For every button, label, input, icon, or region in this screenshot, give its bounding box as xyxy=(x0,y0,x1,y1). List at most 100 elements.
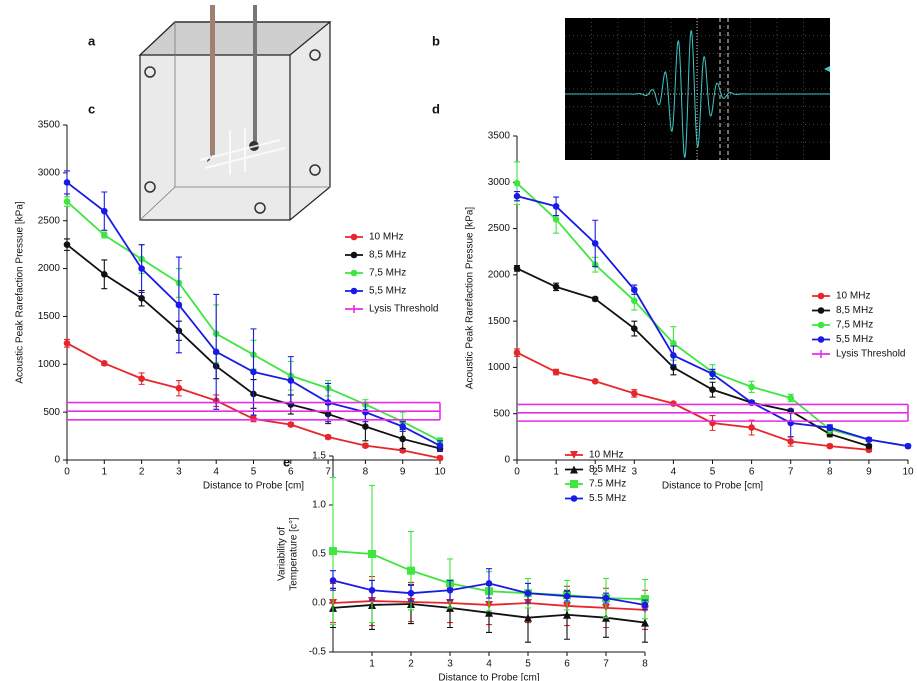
marker xyxy=(631,325,638,332)
marker xyxy=(631,390,638,397)
marker xyxy=(563,592,571,600)
marker xyxy=(787,394,794,402)
marker xyxy=(513,265,521,272)
marker xyxy=(670,340,677,347)
x-tick-label: 4 xyxy=(486,659,492,670)
marker xyxy=(670,400,677,407)
marker xyxy=(407,589,415,597)
x-tick-label: 7 xyxy=(325,467,331,478)
marker xyxy=(748,424,755,431)
x-axis-label: Distance to Probe [cm] xyxy=(203,481,304,492)
marker xyxy=(513,192,521,200)
x-tick-label: 9 xyxy=(866,467,872,478)
x-tick-label: 4 xyxy=(671,467,677,478)
marker xyxy=(446,586,454,594)
marker xyxy=(513,179,521,187)
marker xyxy=(287,377,295,384)
y-tick-label: 3500 xyxy=(488,131,511,142)
marker xyxy=(826,424,834,431)
y-tick-label: 2500 xyxy=(38,215,61,226)
marker xyxy=(350,287,358,295)
marker xyxy=(631,297,638,305)
tank-illustration xyxy=(138,5,332,221)
legend-label: 8,5 MHz xyxy=(836,305,873,316)
marker xyxy=(570,465,578,474)
marker xyxy=(631,286,638,293)
y-tick-label: 0 xyxy=(504,455,510,466)
oscilloscope-illustration xyxy=(565,18,830,160)
y-tick-label: 2000 xyxy=(488,269,511,280)
marker xyxy=(817,307,825,314)
x-tick-label: 1 xyxy=(102,467,108,478)
marker xyxy=(485,580,493,587)
y-tick-label: 1500 xyxy=(38,311,61,322)
x-tick-label: 4 xyxy=(213,467,219,478)
marker xyxy=(552,216,560,223)
y-tick-label: 3500 xyxy=(38,120,61,131)
marker xyxy=(904,442,912,450)
marker xyxy=(641,595,649,604)
marker xyxy=(407,566,415,575)
marker xyxy=(865,442,873,450)
marker xyxy=(826,430,834,438)
marker xyxy=(563,610,571,619)
y-axis-label: Acoustic Peak Rarefaction Pressue [kPa] xyxy=(465,207,476,390)
marker xyxy=(436,442,444,449)
x-tick-label: 5 xyxy=(251,467,257,478)
marker xyxy=(709,386,716,393)
marker xyxy=(591,378,599,385)
legend-label: 8.5 MHz xyxy=(589,464,626,475)
y-tick-label: 0.5 xyxy=(312,549,326,560)
y-tick-label: -0.5 xyxy=(309,647,327,658)
x-tick-label: 2 xyxy=(408,659,414,670)
x-tick-label: 8 xyxy=(827,467,833,478)
marker xyxy=(641,618,649,627)
series-line xyxy=(516,351,869,451)
y-tick-label: 500 xyxy=(43,407,60,418)
y-tick-label: 1.5 xyxy=(312,451,326,462)
marker xyxy=(368,550,376,558)
marker xyxy=(350,233,358,241)
y-axis-label: Acoustic Peak Rarefaction Pressue [kPa] xyxy=(15,201,26,384)
marker xyxy=(570,495,578,502)
x-tick-label: 10 xyxy=(434,467,446,478)
marker xyxy=(787,438,794,445)
y-tick-label: 2500 xyxy=(488,223,511,234)
x-tick-label: 2 xyxy=(592,467,598,478)
marker xyxy=(368,586,376,594)
marker xyxy=(101,271,108,278)
illustrations xyxy=(138,5,830,221)
marker xyxy=(826,442,834,450)
y-tick-label: 2000 xyxy=(38,263,61,274)
marker xyxy=(513,349,521,356)
x-tick-label: 0 xyxy=(64,467,70,478)
marker xyxy=(670,352,677,359)
legend-label: 5,5 MHz xyxy=(836,334,873,345)
marker xyxy=(552,203,560,210)
marker xyxy=(138,294,145,302)
legend-label: 7.5 MHz xyxy=(589,479,626,490)
legend-label: Lysis Threshold xyxy=(369,304,438,315)
x-tick-label: 1 xyxy=(553,467,559,478)
y-tick-label: 3000 xyxy=(488,177,511,188)
scope-marker xyxy=(824,66,830,72)
legend-label: 7,5 MHz xyxy=(369,268,406,279)
marker xyxy=(362,408,369,416)
marker xyxy=(591,240,599,247)
marker xyxy=(362,423,369,430)
x-tick-label: 8 xyxy=(363,467,369,478)
panel-label: d xyxy=(432,101,440,116)
panel-label: b xyxy=(432,33,440,48)
marker xyxy=(350,251,358,259)
marker xyxy=(329,577,337,584)
marker xyxy=(362,442,369,449)
legend-label: 5.5 MHz xyxy=(589,493,626,504)
marker xyxy=(591,295,599,303)
marker xyxy=(63,241,71,248)
legend-label: 8,5 MHz xyxy=(369,250,406,261)
panel-label: c xyxy=(88,101,95,116)
legend-label: Lysis Threshold xyxy=(836,349,905,360)
marker xyxy=(101,231,108,239)
marker xyxy=(175,301,183,309)
marker xyxy=(101,207,108,215)
